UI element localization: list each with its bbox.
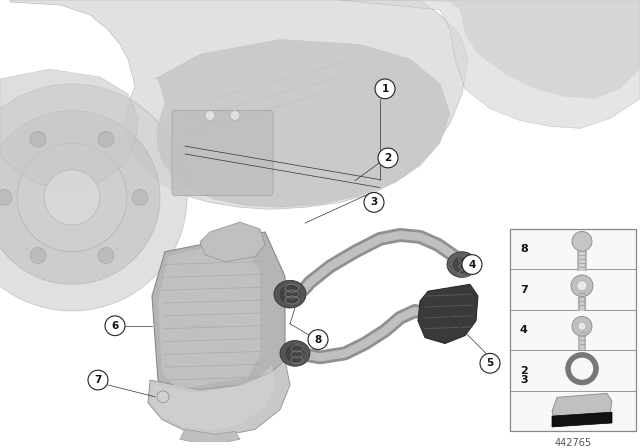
Circle shape [0, 84, 187, 311]
Ellipse shape [447, 252, 477, 277]
Polygon shape [10, 0, 468, 209]
Polygon shape [418, 284, 478, 344]
Circle shape [132, 190, 148, 205]
Text: - - - - - -: - - - - - - [191, 323, 209, 328]
Polygon shape [0, 69, 138, 190]
Circle shape [17, 143, 127, 252]
Text: 5: 5 [486, 358, 493, 368]
Text: 4: 4 [468, 259, 476, 270]
Circle shape [572, 316, 592, 336]
Circle shape [44, 170, 100, 225]
Polygon shape [200, 222, 265, 262]
Ellipse shape [453, 257, 471, 272]
Text: 1: 1 [381, 84, 388, 94]
Polygon shape [148, 360, 290, 436]
Polygon shape [155, 39, 450, 207]
Circle shape [480, 353, 500, 373]
Circle shape [88, 370, 108, 390]
Circle shape [578, 322, 586, 330]
Ellipse shape [280, 285, 300, 303]
Circle shape [0, 190, 12, 205]
Circle shape [375, 79, 395, 99]
Circle shape [98, 131, 114, 147]
Text: 7: 7 [94, 375, 102, 385]
Bar [510, 229, 636, 431]
Circle shape [572, 232, 592, 251]
Circle shape [230, 111, 240, 121]
Text: 7: 7 [520, 285, 528, 295]
Circle shape [577, 281, 587, 291]
Polygon shape [380, 0, 640, 99]
Circle shape [30, 131, 46, 147]
Text: 6: 6 [111, 321, 118, 331]
Polygon shape [150, 365, 275, 431]
Circle shape [378, 148, 398, 168]
Circle shape [571, 275, 593, 297]
Text: 2: 2 [385, 153, 392, 163]
Polygon shape [552, 393, 612, 419]
Polygon shape [180, 429, 240, 442]
Circle shape [30, 248, 46, 263]
FancyBboxPatch shape [172, 111, 273, 195]
Polygon shape [552, 412, 612, 427]
Text: 3: 3 [371, 198, 378, 207]
Ellipse shape [274, 280, 306, 308]
Text: 8: 8 [520, 244, 528, 254]
Circle shape [205, 111, 215, 121]
Circle shape [157, 391, 169, 403]
Circle shape [105, 316, 125, 336]
Ellipse shape [286, 345, 304, 362]
Polygon shape [158, 239, 260, 390]
Text: 8: 8 [314, 335, 322, 345]
Circle shape [462, 254, 482, 275]
Ellipse shape [280, 340, 310, 366]
Circle shape [98, 248, 114, 263]
Text: 3: 3 [520, 375, 527, 384]
Circle shape [0, 111, 160, 284]
Polygon shape [340, 0, 640, 128]
Circle shape [308, 330, 328, 349]
Text: 4: 4 [520, 325, 528, 335]
Circle shape [364, 193, 384, 212]
Polygon shape [152, 232, 285, 400]
Text: 442765: 442765 [554, 438, 591, 448]
Text: 2: 2 [520, 366, 528, 376]
